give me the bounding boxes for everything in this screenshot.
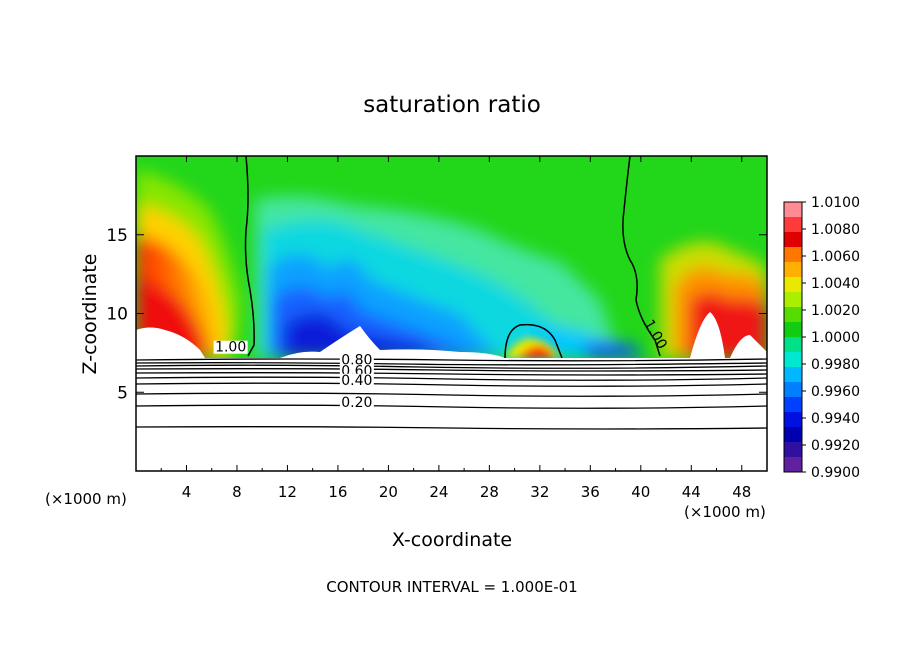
x-tick-label: 16	[328, 483, 347, 501]
x-tick-label: 28	[480, 483, 499, 501]
colorbar-label: 0.9980	[811, 357, 860, 373]
colorbar-swatch	[784, 202, 802, 218]
contour-interval-note: CONTOUR INTERVAL = 1.000E-01	[326, 578, 577, 596]
x-tick-label: 44	[682, 483, 701, 501]
colorbar-swatch	[784, 217, 802, 233]
x-tick-label: 4	[182, 483, 192, 501]
colorbar	[784, 202, 802, 473]
y-axis: 5 10 15	[106, 226, 767, 403]
x-tick-label: 36	[581, 483, 600, 501]
x-unit-right: (×1000 m)	[684, 503, 766, 521]
colorbar-label: 0.9940	[811, 411, 860, 427]
contour-label: 0.20	[341, 395, 372, 411]
colorbar-swatch	[784, 442, 802, 458]
contour-labels: 1.00 1.000.800.600.400.20	[213, 317, 670, 411]
x-tick-label: 12	[278, 483, 297, 501]
colorbar-label: 0.9960	[811, 384, 860, 400]
colorbar-label: 1.0040	[811, 276, 860, 292]
colorbar-label: 0.9900	[811, 465, 860, 481]
contour-label: 0.40	[341, 373, 372, 389]
contour-label-bg	[339, 395, 374, 409]
colorbar-swatch	[784, 397, 802, 413]
y-tick-label: 15	[106, 226, 128, 246]
colorbar-swatch	[784, 352, 802, 368]
x-tick-label: 40	[631, 483, 650, 501]
colorbar-swatch	[784, 367, 802, 383]
colorbar-swatch	[784, 322, 802, 338]
saturation-field	[136, 156, 767, 358]
contour-label-bg	[213, 340, 248, 354]
x-axis: 4 8 12 16 20 24 28 32 36 40 44 48	[160, 156, 751, 501]
colorbar-swatch	[784, 292, 802, 308]
colorbar-swatch	[784, 412, 802, 428]
colorbar-swatch	[784, 262, 802, 278]
x-unit-left: (×1000 m)	[45, 490, 127, 508]
colorbar-label: 0.9920	[811, 438, 860, 454]
colorbar-swatch	[784, 457, 802, 473]
y-tick-label: 10	[106, 305, 128, 325]
colorbar-labels: 1.0100 1.0080 1.0060 1.0040 1.0020 1.0000 0.99…	[802, 195, 860, 481]
x-tick-label: 8	[232, 483, 242, 501]
colorbar-swatch	[784, 427, 802, 443]
contour-label: 1.00	[215, 340, 246, 356]
x-tick-label: 32	[530, 483, 549, 501]
x-tick-label: 48	[732, 483, 751, 501]
chart-title: saturation ratio	[363, 92, 541, 118]
y-tick-label: 5	[117, 383, 128, 403]
contour-label: 0.80	[341, 352, 372, 368]
colorbar-label: 1.0020	[811, 303, 860, 319]
contour-lines	[135, 358, 768, 430]
colorbar-label: 1.0100	[811, 195, 860, 211]
colorbar-swatch	[784, 232, 802, 248]
colorbar-swatch	[784, 382, 802, 398]
colorbar-swatch	[784, 337, 802, 353]
x-tick-label: 20	[379, 483, 398, 501]
colorbar-swatch	[784, 307, 802, 323]
colorbar-label: 1.0080	[811, 222, 860, 238]
colorbar-swatch	[784, 247, 802, 263]
colorbar-swatch	[784, 277, 802, 293]
contour-label-bg	[339, 353, 374, 367]
colorbar-label: 1.0060	[811, 249, 860, 265]
y-axis-label: Z-coordinate	[79, 254, 101, 375]
contour-label-bg	[339, 373, 374, 387]
colorbar-label: 1.0000	[811, 330, 860, 346]
x-axis-label: X-coordinate	[392, 529, 512, 551]
x-tick-label: 24	[429, 483, 448, 501]
